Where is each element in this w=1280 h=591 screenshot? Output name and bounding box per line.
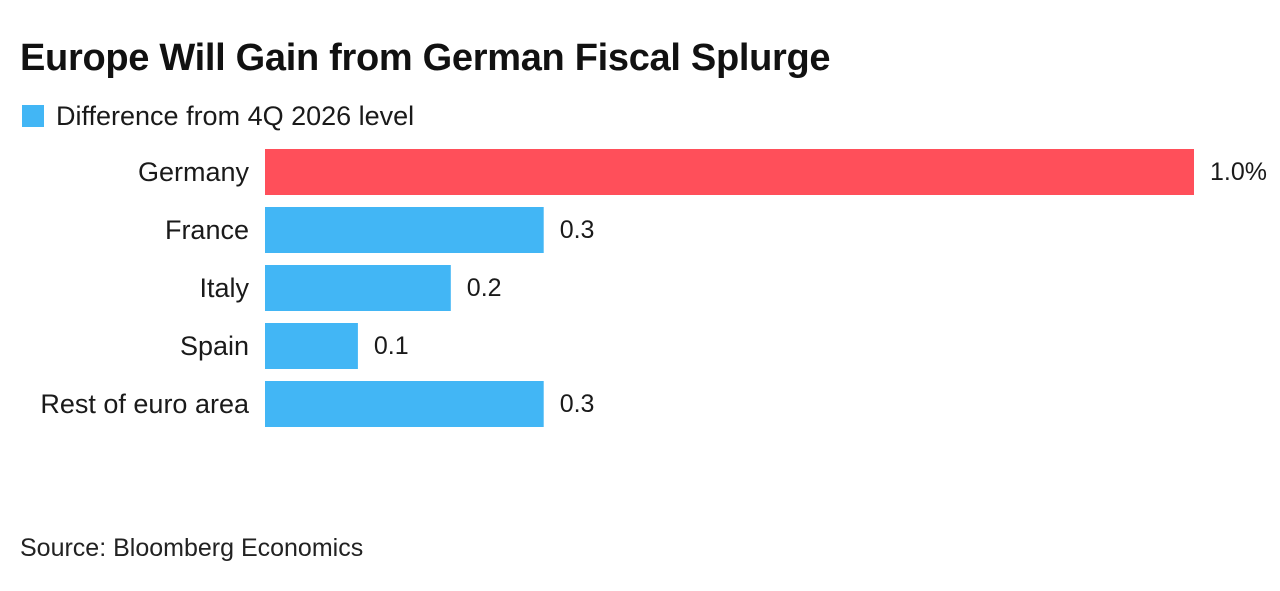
legend-swatch <box>22 105 44 127</box>
legend-label: Difference from 4Q 2026 level <box>56 100 415 131</box>
category-label-france: France <box>165 215 249 245</box>
value-label-rest-of-euro-area: 0.3 <box>560 390 595 418</box>
bar-rest-of-euro-area <box>265 381 544 427</box>
bar-germany <box>265 149 1194 195</box>
chart-title: Europe Will Gain from German Fiscal Splu… <box>20 37 831 79</box>
category-label-spain: Spain <box>180 331 249 361</box>
bar-france <box>265 207 544 253</box>
bar-italy <box>265 265 451 311</box>
legend: Difference from 4Q 2026 level <box>22 96 414 136</box>
value-label-italy: 0.2 <box>467 274 502 302</box>
category-label-italy: Italy <box>199 273 249 303</box>
category-label-rest-of-euro-area: Rest of euro area <box>40 389 250 419</box>
value-label-germany: 1.0% <box>1210 158 1267 186</box>
value-label-spain: 0.1 <box>374 332 409 360</box>
source-note: Source: Bloomberg Economics <box>20 534 364 562</box>
value-label-france: 0.3 <box>560 216 595 244</box>
category-label-germany: Germany <box>138 157 250 187</box>
bar-spain <box>265 323 358 369</box>
